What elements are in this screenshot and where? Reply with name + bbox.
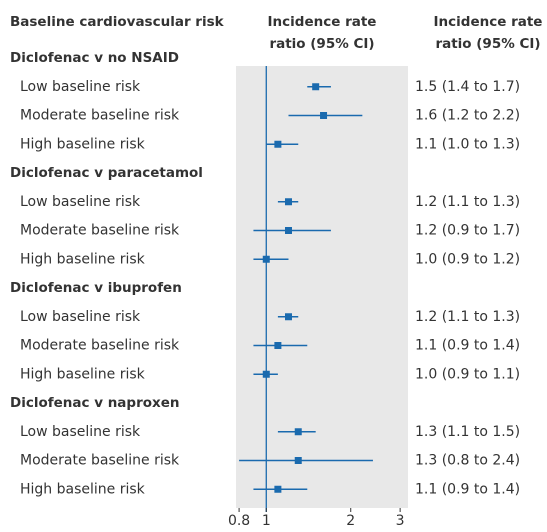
estimate-marker (274, 485, 282, 493)
group-label: Diclofenac v paracetamol (10, 165, 203, 181)
estimate-marker (284, 227, 292, 234)
row-label: High baseline risk (20, 366, 146, 382)
estimate-marker (262, 370, 270, 378)
estimate-marker (312, 83, 320, 91)
plot-panel (236, 66, 408, 508)
value-label: 1.3 (0.8 to 2.4) (415, 453, 520, 469)
value-label: 1.1 (0.9 to 1.4) (415, 481, 520, 497)
value-label: 1.0 (0.9 to 1.1) (415, 366, 520, 382)
row-label: Moderate baseline risk (20, 453, 180, 469)
x-tick-label: 3 (396, 513, 405, 529)
group-label: Diclofenac v ibuprofen (10, 280, 182, 296)
estimate-marker (294, 457, 302, 464)
column-header: ratio (95% CI) (435, 36, 540, 52)
row-label: High baseline risk (20, 251, 146, 267)
estimate-marker (284, 313, 292, 321)
value-label: 1.2 (0.9 to 1.7) (415, 223, 520, 239)
row-label: High baseline risk (20, 481, 146, 497)
row-label: Low baseline risk (20, 424, 141, 440)
x-tick-label: 1 (262, 513, 271, 529)
row-label: Moderate baseline risk (20, 223, 180, 239)
row-label: Low baseline risk (20, 309, 141, 325)
estimate-marker (274, 342, 282, 349)
group-label: Diclofenac v naproxen (10, 395, 179, 411)
estimate-marker (262, 255, 270, 263)
value-label: 1.5 (1.4 to 1.7) (415, 79, 520, 95)
row-label: Low baseline risk (20, 79, 141, 95)
plot-header: Incidence rate (268, 14, 377, 30)
group-label: Diclofenac v no NSAID (10, 50, 179, 66)
value-label: 1.1 (0.9 to 1.4) (415, 338, 520, 354)
row-label: Moderate baseline risk (20, 108, 180, 124)
x-tick-label: 2 (346, 513, 355, 529)
value-label: 1.1 (1.0 to 1.3) (415, 136, 520, 152)
plot-header: ratio (95% CI) (269, 36, 374, 52)
x-tick-label: 0.8 (228, 513, 250, 529)
row-label: Low baseline risk (20, 194, 141, 210)
estimate-marker (284, 198, 292, 206)
column-header: Incidence rate (434, 14, 543, 30)
estimate-marker (320, 112, 328, 119)
value-label: 1.0 (0.9 to 1.2) (415, 251, 520, 267)
estimate-marker (274, 140, 282, 148)
value-label: 1.2 (1.1 to 1.3) (415, 309, 520, 325)
row-label: Moderate baseline risk (20, 338, 180, 354)
estimate-marker (294, 428, 302, 436)
value-label: 1.6 (1.2 to 2.2) (415, 108, 520, 124)
row-header: Baseline cardiovascular risk (10, 14, 225, 30)
value-label: 1.2 (1.1 to 1.3) (415, 194, 520, 210)
row-label: High baseline risk (20, 136, 146, 152)
value-label: 1.3 (1.1 to 1.5) (415, 424, 520, 440)
